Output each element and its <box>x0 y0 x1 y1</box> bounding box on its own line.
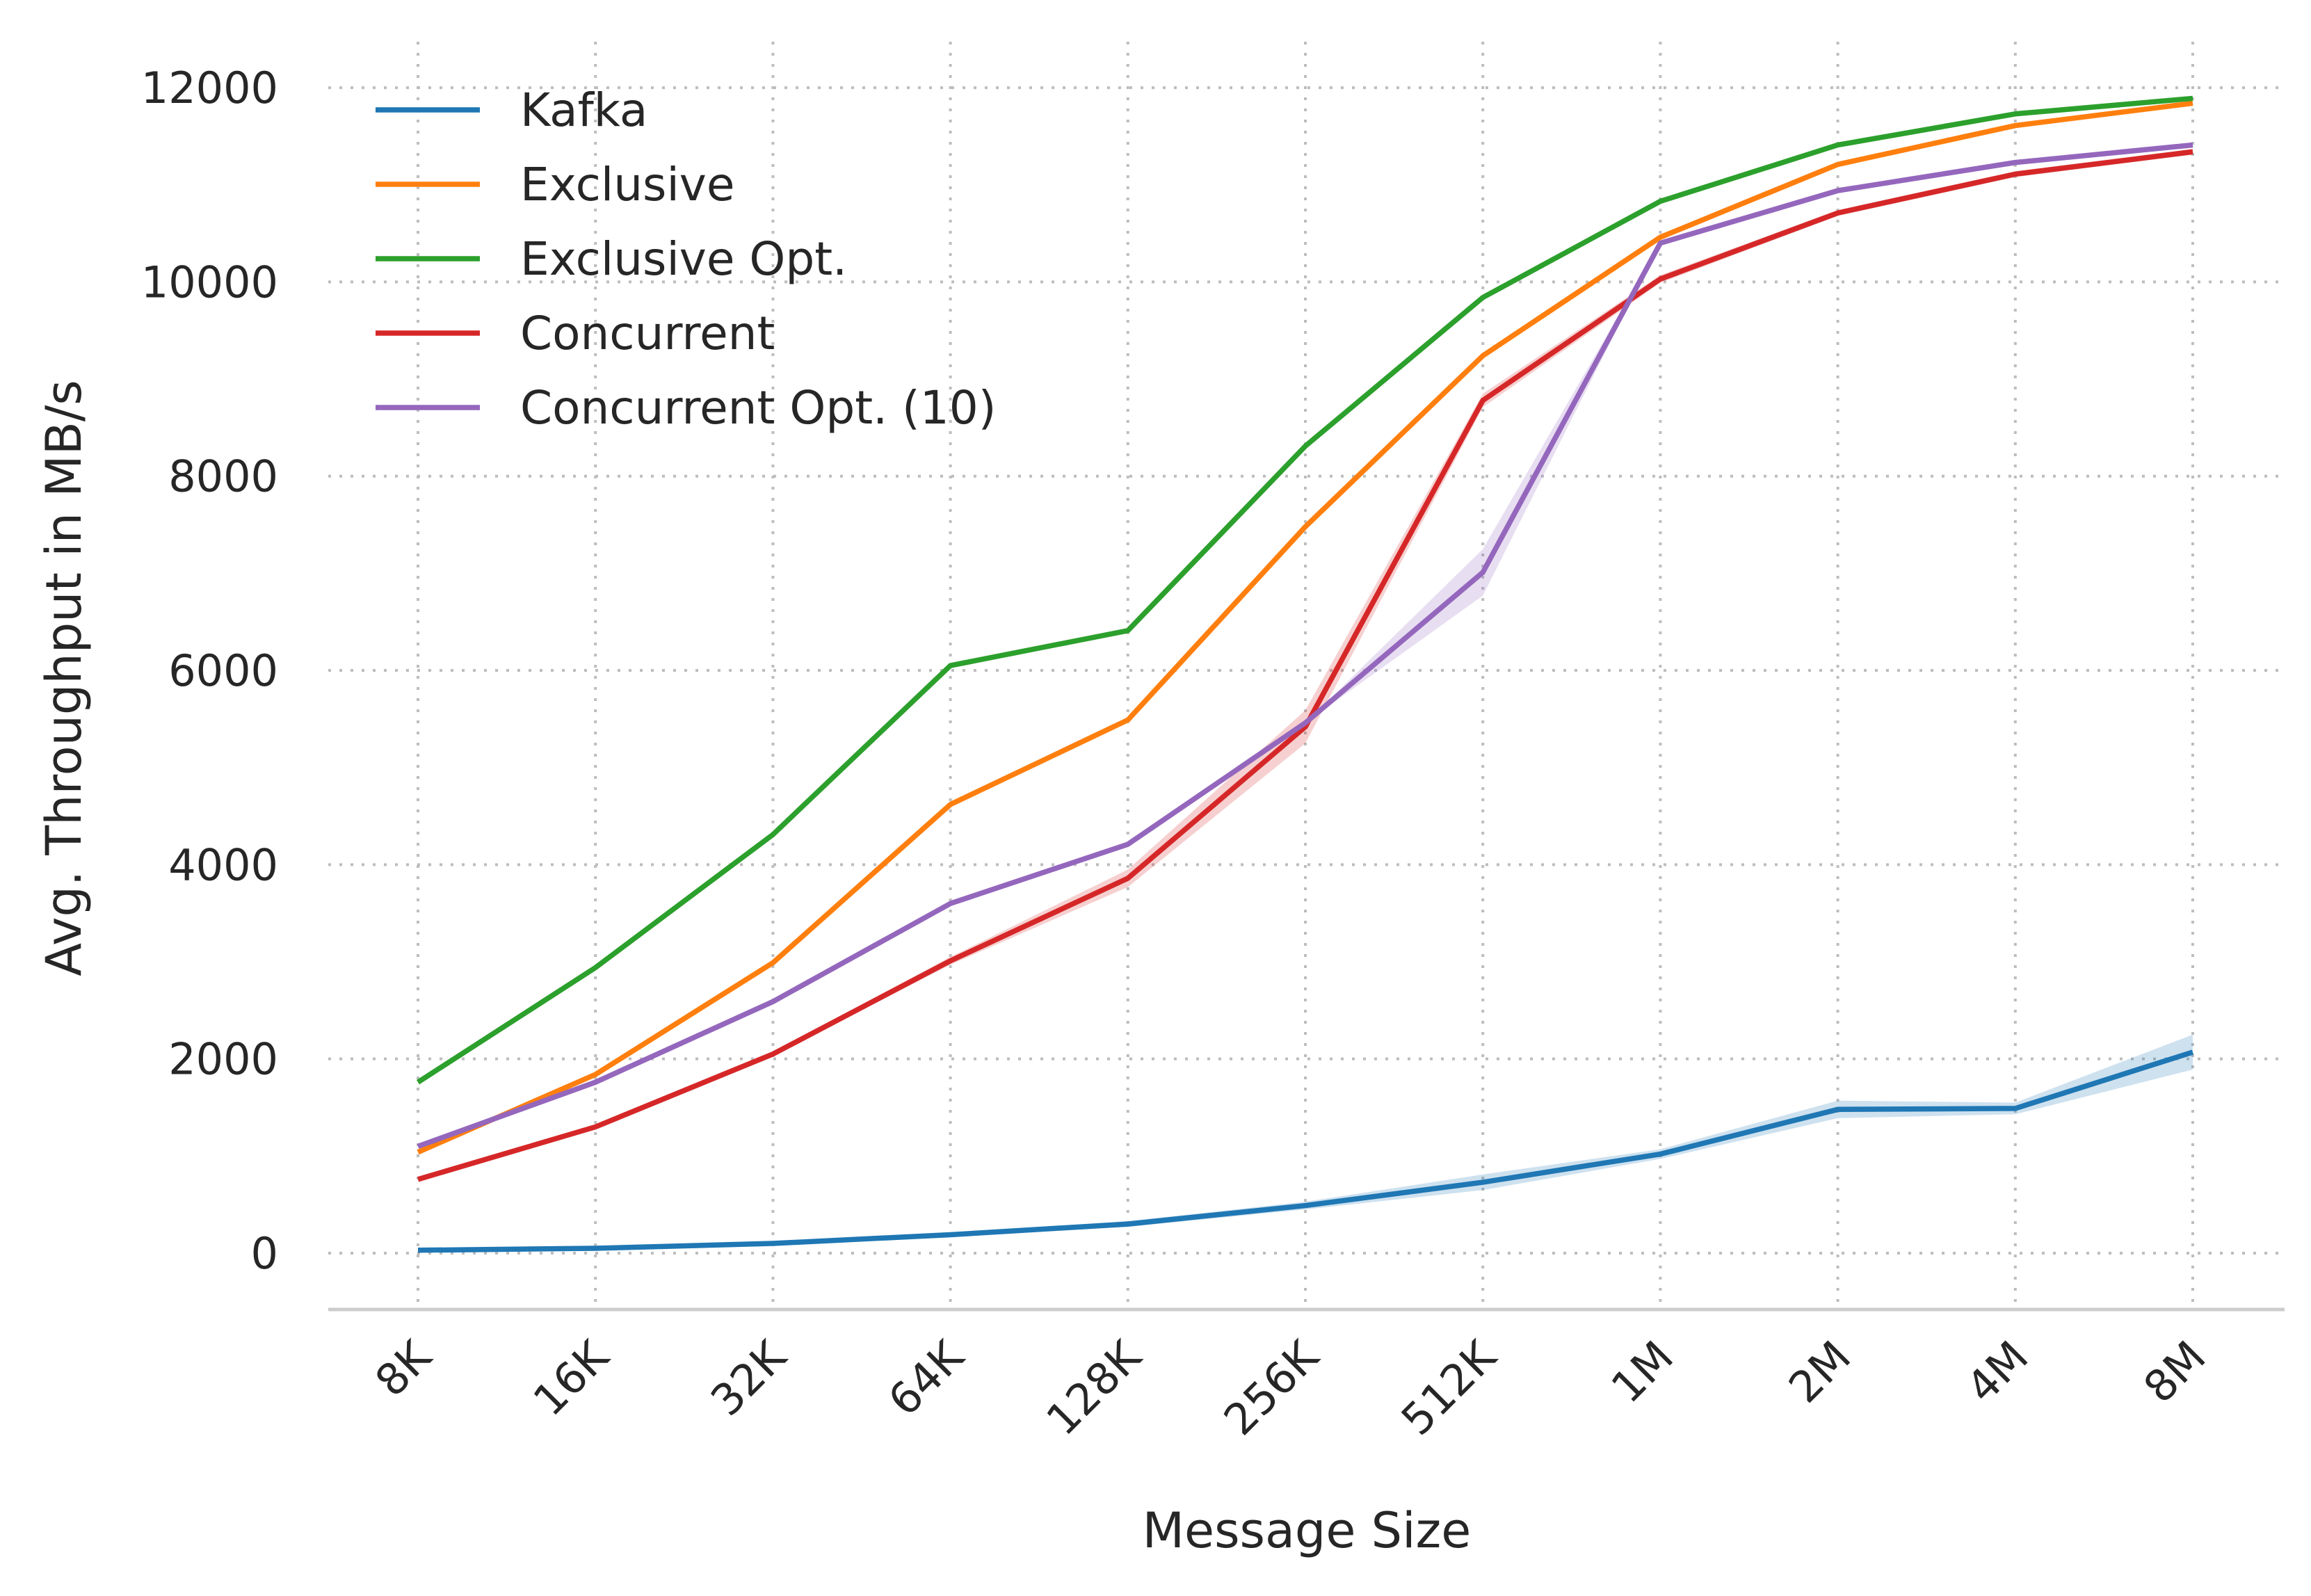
series-lines <box>416 95 2194 1253</box>
x-axis-ticks: 8K 16K 32K 64K 128K 256K 512K 1M 2M 4M 8M <box>365 1330 2215 1445</box>
y-tick-label: 8000 <box>168 451 278 502</box>
legend-label: Exclusive <box>520 158 734 211</box>
x-tick-label: 256K <box>1214 1330 1329 1445</box>
legend-label: Exclusive Opt. <box>520 232 847 286</box>
y-tick-label: 10000 <box>141 257 278 307</box>
y-tick-label: 2000 <box>168 1034 278 1085</box>
confidence-band <box>418 145 2193 1147</box>
legend-label: Kafka <box>520 83 647 137</box>
x-tick-label: 1M <box>1602 1331 1683 1412</box>
y-axis-title: Avg. Throughput in MB/s <box>35 380 92 976</box>
series-line <box>417 1049 2194 1253</box>
y-axis-ticks: 0 2000 4000 6000 8000 10000 12000 <box>141 63 278 1279</box>
x-tick-label: 512K <box>1392 1330 1506 1445</box>
x-tick-label: 8M <box>2134 1331 2215 1412</box>
x-tick-label: 64K <box>878 1330 974 1426</box>
series-line <box>417 100 2193 1155</box>
x-tick-label: 16K <box>524 1330 619 1426</box>
series-line <box>417 149 2193 1182</box>
legend: Kafka Exclusive Exclusive Opt. Concurrent Co… <box>376 83 997 435</box>
x-tick-label: 8K <box>365 1330 441 1406</box>
x-tick-label: 2M <box>1779 1331 1860 1412</box>
x-axis-title: Message Size <box>1143 1502 1472 1559</box>
legend-label: Concurrent <box>520 307 775 360</box>
x-tick-label: 128K <box>1036 1330 1151 1445</box>
y-tick-label: 4000 <box>168 839 278 890</box>
series-line <box>416 95 2193 1085</box>
x-tick-label: 32K <box>701 1330 796 1426</box>
confidence-band <box>418 149 2193 1179</box>
x-tick-label: 4M <box>1956 1331 2038 1412</box>
y-tick-label: 6000 <box>168 645 278 696</box>
y-tick-label: 12000 <box>141 63 278 113</box>
series-line <box>417 142 2193 1149</box>
y-tick-label: 0 <box>251 1228 278 1279</box>
legend-label: Concurrent Opt. (10) <box>520 381 997 435</box>
